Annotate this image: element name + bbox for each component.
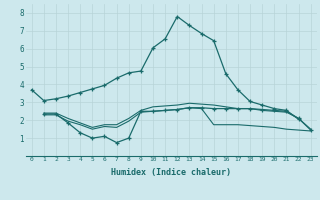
X-axis label: Humidex (Indice chaleur): Humidex (Indice chaleur) <box>111 168 231 177</box>
